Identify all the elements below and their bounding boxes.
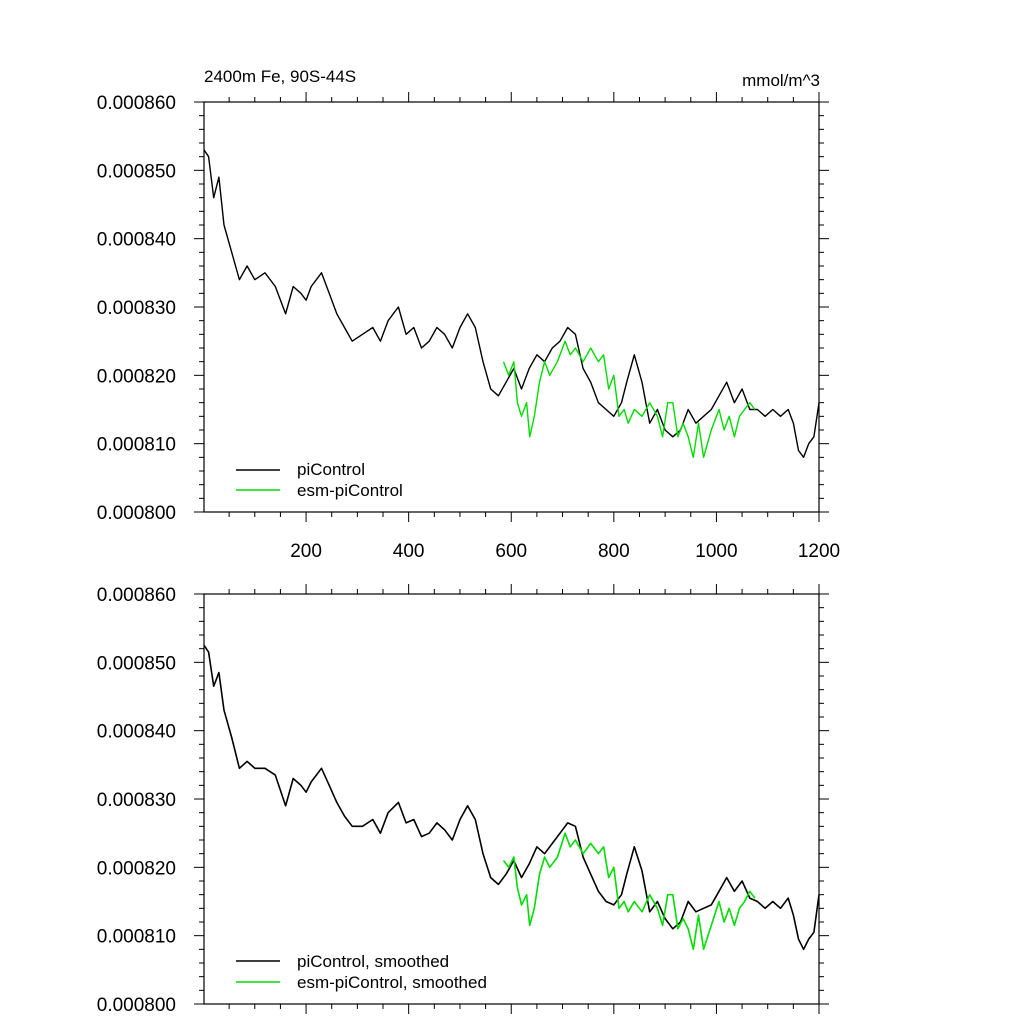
panel-top-series: [203, 149, 820, 458]
legend-label-esm-picontrol: esm-piControl: [297, 481, 403, 500]
xtick-label: 800: [598, 541, 630, 562]
ytick-label: 0.000810: [97, 927, 176, 948]
legend-label-esm-picontrol-smoothed: esm-piControl, smoothed: [297, 973, 487, 992]
ytick-label: 0.000850: [97, 161, 176, 182]
panel-top: 2400m Fe, 90S-44S mmol/m^3 0.0008000.000…: [97, 67, 840, 562]
panel-bottom-legend: piControl, smoothed esm-piControl, smoot…: [236, 952, 487, 992]
legend-label-picontrol-smoothed: piControl, smoothed: [297, 952, 449, 971]
ytick-label: 0.000830: [97, 298, 176, 319]
series-line-esm-picontrol-smoothed: [502, 832, 756, 951]
ytick-label: 0.000800: [97, 995, 176, 1016]
ytick-label: 0.000860: [97, 585, 176, 606]
legend-label-picontrol: piControl: [297, 460, 365, 479]
panel-top-ytick-labels: 0.000800 0.000810 0.000820 0.000830 0.000840…: [97, 93, 176, 524]
ytick-label: 0.000810: [97, 435, 176, 456]
panel-bottom-plot-frame: [203, 593, 820, 1005]
xtick-label: 1000: [695, 541, 737, 562]
ytick-label: 0.000860: [97, 93, 176, 114]
ytick-label: 0.000820: [97, 858, 176, 879]
panel-top-title-right: mmol/m^3: [742, 71, 820, 90]
panel-bottom-ytick-labels: 0.000800 0.000810 0.000820 0.000830 0.000840…: [97, 585, 176, 1016]
xtick-label: 600: [495, 541, 527, 562]
ytick-label: 0.000800: [97, 503, 176, 524]
series-line-esm-picontrol: [502, 340, 756, 458]
ytick-label: 0.000840: [97, 230, 176, 251]
xtick-label: 200: [290, 541, 322, 562]
ytick-label: 0.000840: [97, 722, 176, 743]
panel-top-legend: piControl esm-piControl: [236, 460, 403, 500]
panel-bottom-series: [203, 644, 820, 951]
ytick-label: 0.000820: [97, 366, 176, 387]
panel-bottom-ticks: [194, 584, 829, 1014]
ytick-label: 0.000850: [97, 653, 176, 674]
ytick-label: 0.000830: [97, 790, 176, 811]
series-line-picontrol: [203, 149, 820, 458]
series-line-picontrol-smoothed: [203, 644, 820, 951]
panel-top-plot-frame: [203, 101, 820, 513]
panel-top-ticks: [194, 92, 829, 522]
panel-top-title-left: 2400m Fe, 90S-44S: [204, 67, 356, 86]
panel-top-xtick-labels: 200 400 600 800 1000 1200: [290, 541, 840, 562]
xtick-label: 400: [393, 541, 425, 562]
panel-bottom: 0.000800 0.000810 0.000820 0.000830 0.000840…: [97, 584, 829, 1016]
xtick-label: 1200: [798, 541, 840, 562]
